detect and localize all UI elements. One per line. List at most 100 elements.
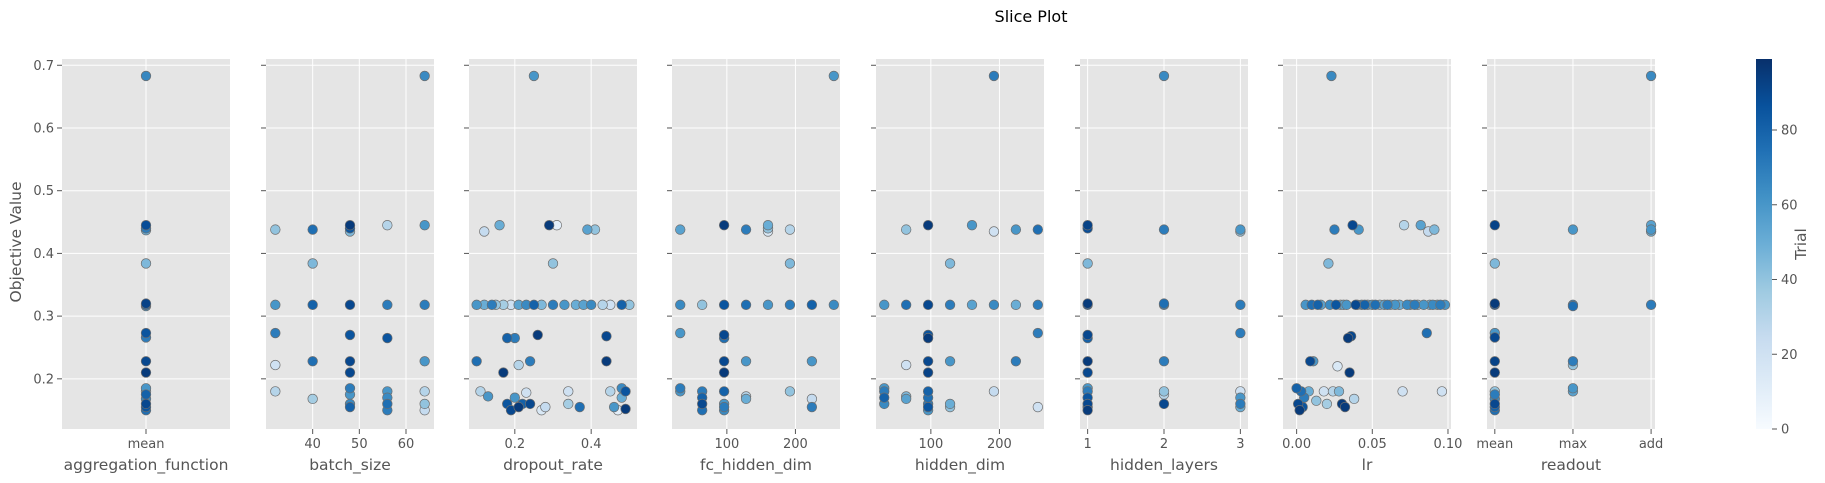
data-point <box>140 298 152 309</box>
data-point <box>762 299 774 310</box>
data-point <box>382 332 393 344</box>
data-point <box>471 356 482 367</box>
data-point <box>784 224 796 235</box>
data-point <box>1429 224 1440 235</box>
data-point <box>718 386 730 397</box>
y-tick-label: 0.7 <box>33 59 54 74</box>
x-tick-label: 60 <box>398 437 415 452</box>
data-point <box>1158 398 1170 410</box>
data-point <box>544 220 555 231</box>
x-axis-label: lr <box>1362 456 1373 474</box>
data-point <box>1397 386 1408 397</box>
data-point <box>806 356 818 367</box>
data-point <box>944 398 956 410</box>
data-point <box>344 220 356 231</box>
data-point <box>879 392 890 403</box>
data-point <box>806 401 818 413</box>
data-point <box>528 299 540 310</box>
x-tick-label: 3 <box>1236 437 1244 452</box>
data-point <box>307 224 318 235</box>
data-point <box>1342 332 1354 344</box>
data-point <box>502 332 513 344</box>
data-point <box>1330 299 1342 310</box>
data-point <box>1294 405 1305 416</box>
data-point <box>475 386 486 397</box>
data-point <box>922 220 934 231</box>
data-point <box>1323 258 1334 269</box>
data-point <box>1489 389 1500 400</box>
x-tick-label: 0.4 <box>581 437 602 452</box>
data-point <box>1032 299 1043 310</box>
data-point <box>1645 299 1657 310</box>
data-point <box>344 299 356 310</box>
data-point <box>601 331 612 342</box>
data-point <box>1567 224 1579 235</box>
data-point <box>1082 329 1093 341</box>
colorbar-ticks: 0 20 40 60 80 <box>1772 124 1798 438</box>
data-point <box>479 226 490 237</box>
data-point <box>307 356 318 367</box>
panel-background <box>1487 59 1655 429</box>
data-point <box>1418 299 1429 310</box>
data-point <box>307 299 318 310</box>
data-point <box>1415 220 1426 231</box>
data-point <box>582 224 593 235</box>
x-axis-label: hidden_dim <box>915 456 1005 475</box>
panel-background <box>672 59 840 429</box>
data-point <box>1382 299 1393 310</box>
panel-batch_size: 40 50 60 batch_size <box>261 59 434 475</box>
data-point <box>697 398 708 410</box>
data-point <box>718 329 730 341</box>
y-axis-label: Objective Value <box>7 182 25 303</box>
data-point <box>1645 70 1657 82</box>
data-point <box>1359 299 1370 310</box>
data-point <box>740 356 752 367</box>
data-point <box>966 220 978 231</box>
panels-group: 0.2 0.3 0.4 0.5 0.6 0.7 mean aggregation_functi… <box>33 59 1663 475</box>
colorbar-tick-label: 40 <box>1781 273 1798 288</box>
x-axis-label: dropout_rate <box>503 456 603 475</box>
x-axis-label: fc_hidden_dim <box>700 456 812 475</box>
x-tick-label: 100 <box>918 437 943 452</box>
data-point <box>1489 398 1500 410</box>
data-point <box>494 220 505 231</box>
chart-title: Slice Plot <box>995 7 1068 26</box>
data-point <box>1567 300 1579 312</box>
data-point <box>140 356 152 367</box>
data-point <box>988 226 1000 237</box>
data-point <box>718 299 730 310</box>
data-point <box>419 398 430 410</box>
data-point <box>675 299 686 310</box>
data-point <box>140 367 152 378</box>
x-tick-label: 1 <box>1083 437 1091 452</box>
data-point <box>419 220 430 231</box>
panel-readout: mean max add readout <box>1476 59 1663 474</box>
colorbar-tick-label: 60 <box>1781 198 1798 213</box>
x-tick-label: 2 <box>1160 437 1168 452</box>
panel-hidden_layers: 1 2 3 hidden_layers <box>1075 59 1248 475</box>
data-point <box>1321 398 1333 410</box>
colorbar-gradient <box>1756 59 1772 429</box>
data-point <box>344 401 356 413</box>
data-point <box>740 393 752 405</box>
data-point <box>597 299 608 310</box>
data-point <box>828 70 839 82</box>
data-point <box>532 329 543 341</box>
colorbar-tick-label: 80 <box>1781 124 1798 139</box>
data-point <box>922 299 934 310</box>
x-tick-label: 100 <box>714 437 739 452</box>
data-point <box>1344 367 1355 378</box>
data-point <box>1305 356 1316 367</box>
data-point <box>307 258 318 269</box>
data-point <box>1409 299 1420 310</box>
data-point <box>382 220 393 231</box>
data-point <box>675 327 686 339</box>
data-point <box>616 299 627 310</box>
data-point <box>419 299 430 310</box>
colorbar-label: Trial <box>1792 228 1810 261</box>
data-point <box>1032 224 1043 235</box>
data-point <box>1311 395 1322 406</box>
data-point <box>344 329 356 341</box>
y-tick-label: 0.2 <box>33 372 54 387</box>
x-tick-label: 0.05 <box>1358 437 1387 452</box>
